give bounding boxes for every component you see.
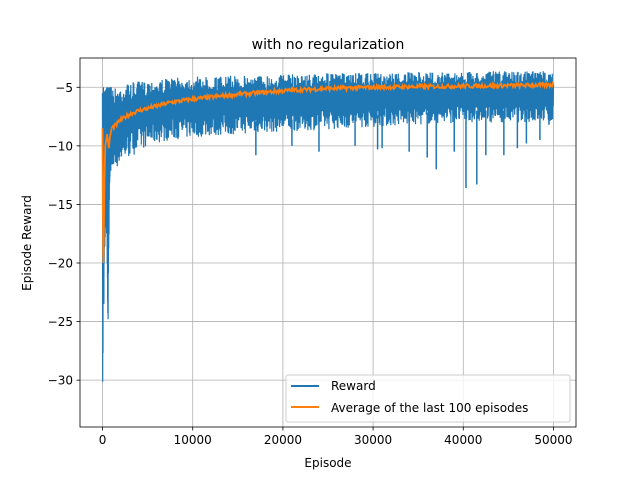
x-tick-label: 40000: [444, 433, 482, 447]
axis-ticks: 0 10000 20000 30000 40000 50000 −30 −25 −20 −15 −1…: [48, 81, 573, 447]
y-tick-label: −20: [48, 257, 73, 271]
legend-reward-label: Reward: [331, 379, 376, 393]
x-tick-label: 30000: [354, 433, 392, 447]
x-tick-label: 50000: [534, 433, 572, 447]
plot-series: [101, 71, 555, 382]
legend-average-label: Average of the last 100 episodes: [331, 401, 528, 415]
reward-series: [101, 71, 555, 302]
y-axis-label: Episode Reward: [20, 195, 34, 291]
x-axis-label: Episode: [304, 456, 351, 470]
average-series: [110, 80, 555, 132]
x-tick-label: 20000: [264, 433, 302, 447]
legend: Reward Average of the last 100 episodes: [285, 374, 571, 423]
y-tick-label: −5: [55, 81, 73, 95]
y-tick-label: −10: [48, 139, 73, 153]
y-tick-label: −25: [48, 315, 73, 329]
average-series-start: [101, 128, 113, 264]
x-tick-label: 10000: [174, 433, 212, 447]
x-tick-label: 0: [99, 433, 107, 447]
chart-title: with no regularization: [252, 37, 405, 53]
legend-box: [285, 374, 571, 423]
plot-frame: [79, 57, 577, 428]
y-tick-label: −30: [48, 374, 73, 388]
y-tick-label: −15: [48, 198, 73, 212]
